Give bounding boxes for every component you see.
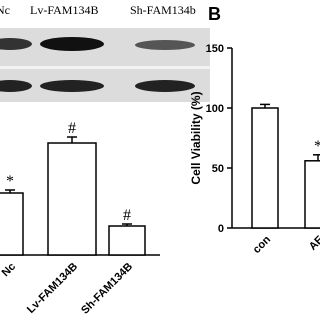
blot-image bbox=[0, 28, 210, 102]
significance-mark: * bbox=[6, 173, 14, 190]
lane-label: Lv-FAM134B bbox=[30, 3, 98, 17]
y-tick-label: 100 bbox=[206, 103, 224, 115]
panel-label: B bbox=[208, 4, 221, 24]
y-tick-label: 50 bbox=[212, 163, 224, 175]
bar bbox=[0, 192, 24, 256]
y-axis-label: Cell Viability (%) bbox=[189, 91, 203, 184]
significance-mark: # bbox=[68, 120, 76, 137]
y-tick-label: 0 bbox=[218, 223, 224, 235]
bar bbox=[251, 107, 279, 229]
bar bbox=[304, 160, 320, 229]
bar bbox=[108, 225, 146, 256]
y-tick-label: 150 bbox=[206, 43, 224, 55]
lane-label: Sh-FAM134b bbox=[130, 3, 196, 17]
lane-label: Nc bbox=[0, 3, 10, 17]
significance-mark: * bbox=[314, 138, 320, 155]
bar bbox=[47, 142, 97, 256]
significance-mark: # bbox=[123, 207, 131, 224]
